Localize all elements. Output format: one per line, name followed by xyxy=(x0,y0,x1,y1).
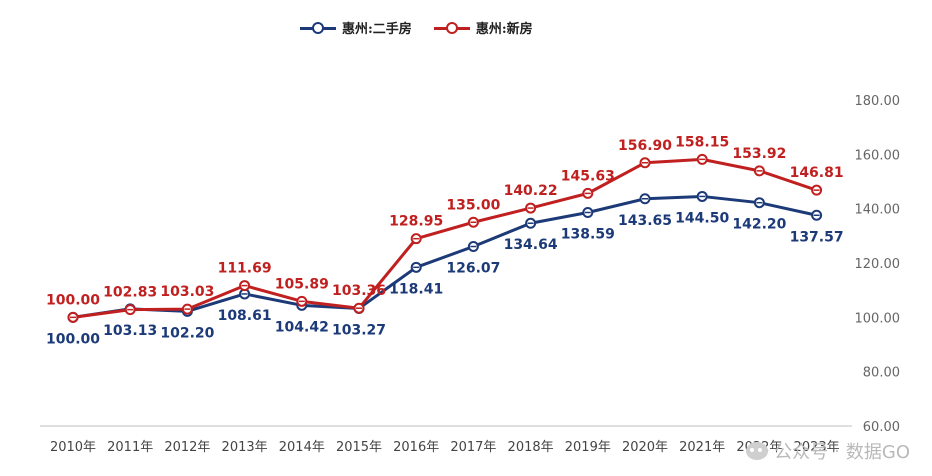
data-label-new-house: 103.03 xyxy=(160,284,214,300)
wechat-icon xyxy=(746,442,769,460)
series-line-new-house xyxy=(71,157,819,319)
y-tick-label: 80.00 xyxy=(863,366,900,381)
y-tick-label: 100.00 xyxy=(855,311,901,326)
y-axis: 60.00 80.00 100.00 120.00 140.00 160.00 180.00 xyxy=(855,94,901,435)
x-tick-label: 2013年 xyxy=(222,440,268,455)
data-label-second-hand: 100.00 xyxy=(46,331,100,347)
data-label-new-house: 111.69 xyxy=(218,261,272,277)
x-tick-label: 2014年 xyxy=(279,440,325,455)
data-label-new-house: 105.89 xyxy=(275,276,329,292)
y-tick-label: 60.00 xyxy=(863,420,900,435)
data-label-new-house: 102.83 xyxy=(103,285,157,301)
x-tick-label: 2015年 xyxy=(336,440,382,455)
series-layer xyxy=(67,153,823,323)
legend-label-new-house: 惠州:新房 xyxy=(475,22,533,37)
data-label-new-house: 156.90 xyxy=(618,138,672,154)
x-tick-label: 2018年 xyxy=(508,440,554,455)
x-tick-label: 2011年 xyxy=(107,440,153,455)
data-label-second-hand: 137.57 xyxy=(790,229,844,245)
x-tick-label: 2020年 xyxy=(622,440,668,455)
x-tick-label: 2016年 xyxy=(393,440,439,455)
x-tick-label: 2019年 xyxy=(565,440,611,455)
x-tick-label: 2021年 xyxy=(679,440,725,455)
legend-swatch-new-house xyxy=(433,21,470,34)
data-label-second-hand: 102.20 xyxy=(160,325,214,341)
data-label-new-house: 145.63 xyxy=(561,168,615,184)
data-label-second-hand: 138.59 xyxy=(561,226,615,242)
legend-swatch-second-hand xyxy=(300,21,336,34)
series-line-second-hand xyxy=(71,194,819,319)
y-tick-label: 180.00 xyxy=(855,94,901,109)
data-label-new-house: 153.92 xyxy=(732,146,786,162)
legend-item-new-house: 惠州:新房 xyxy=(433,18,533,37)
data-label-second-hand: 126.07 xyxy=(446,261,500,277)
legend-label-second-hand: 惠州:二手房 xyxy=(342,22,412,37)
data-label-second-hand: 142.20 xyxy=(732,217,786,233)
data-label-second-hand: 134.64 xyxy=(504,237,558,253)
data-label-new-house: 158.15 xyxy=(675,134,729,150)
watermark: 公众号 · 数据GO xyxy=(746,438,910,464)
chart-legend: 惠州:二手房 惠州:新房 xyxy=(300,18,533,37)
data-label-second-hand: 143.65 xyxy=(618,213,672,229)
data-label-second-hand: 118.41 xyxy=(389,281,443,297)
watermark-account: 公众号 xyxy=(774,442,829,463)
x-tick-label: 2010年 xyxy=(50,440,96,455)
data-label-new-house: 100.00 xyxy=(46,292,100,308)
watermark-name: 数据GO xyxy=(845,442,910,463)
y-tick-label: 140.00 xyxy=(855,203,901,218)
x-tick-label: 2023年 xyxy=(794,440,840,455)
y-tick-label: 160.00 xyxy=(855,148,901,163)
data-label-second-hand: 103.27 xyxy=(332,322,386,338)
x-tick-label: 2012年 xyxy=(164,440,210,455)
data-label-second-hand: 104.42 xyxy=(275,319,329,335)
data-label-new-house: 135.00 xyxy=(446,197,500,213)
data-label-new-house: 128.95 xyxy=(389,214,443,230)
data-label-new-house: 103.36 xyxy=(332,283,386,299)
data-label-second-hand: 108.61 xyxy=(218,308,272,324)
x-tick-label: 2017年 xyxy=(450,440,496,455)
data-label-new-house: 140.22 xyxy=(504,183,558,199)
watermark-separator: · xyxy=(834,440,840,462)
legend-item-second-hand: 惠州:二手房 xyxy=(300,18,412,37)
x-axis: 2010年 2011年 2012年 2013年 2014年 2015年 2016年 2017年… xyxy=(40,425,852,455)
data-label-second-hand: 144.50 xyxy=(675,210,729,226)
data-label-new-house: 146.81 xyxy=(790,165,844,181)
data-label-second-hand: 103.13 xyxy=(103,323,157,339)
y-tick-label: 120.00 xyxy=(855,257,901,272)
